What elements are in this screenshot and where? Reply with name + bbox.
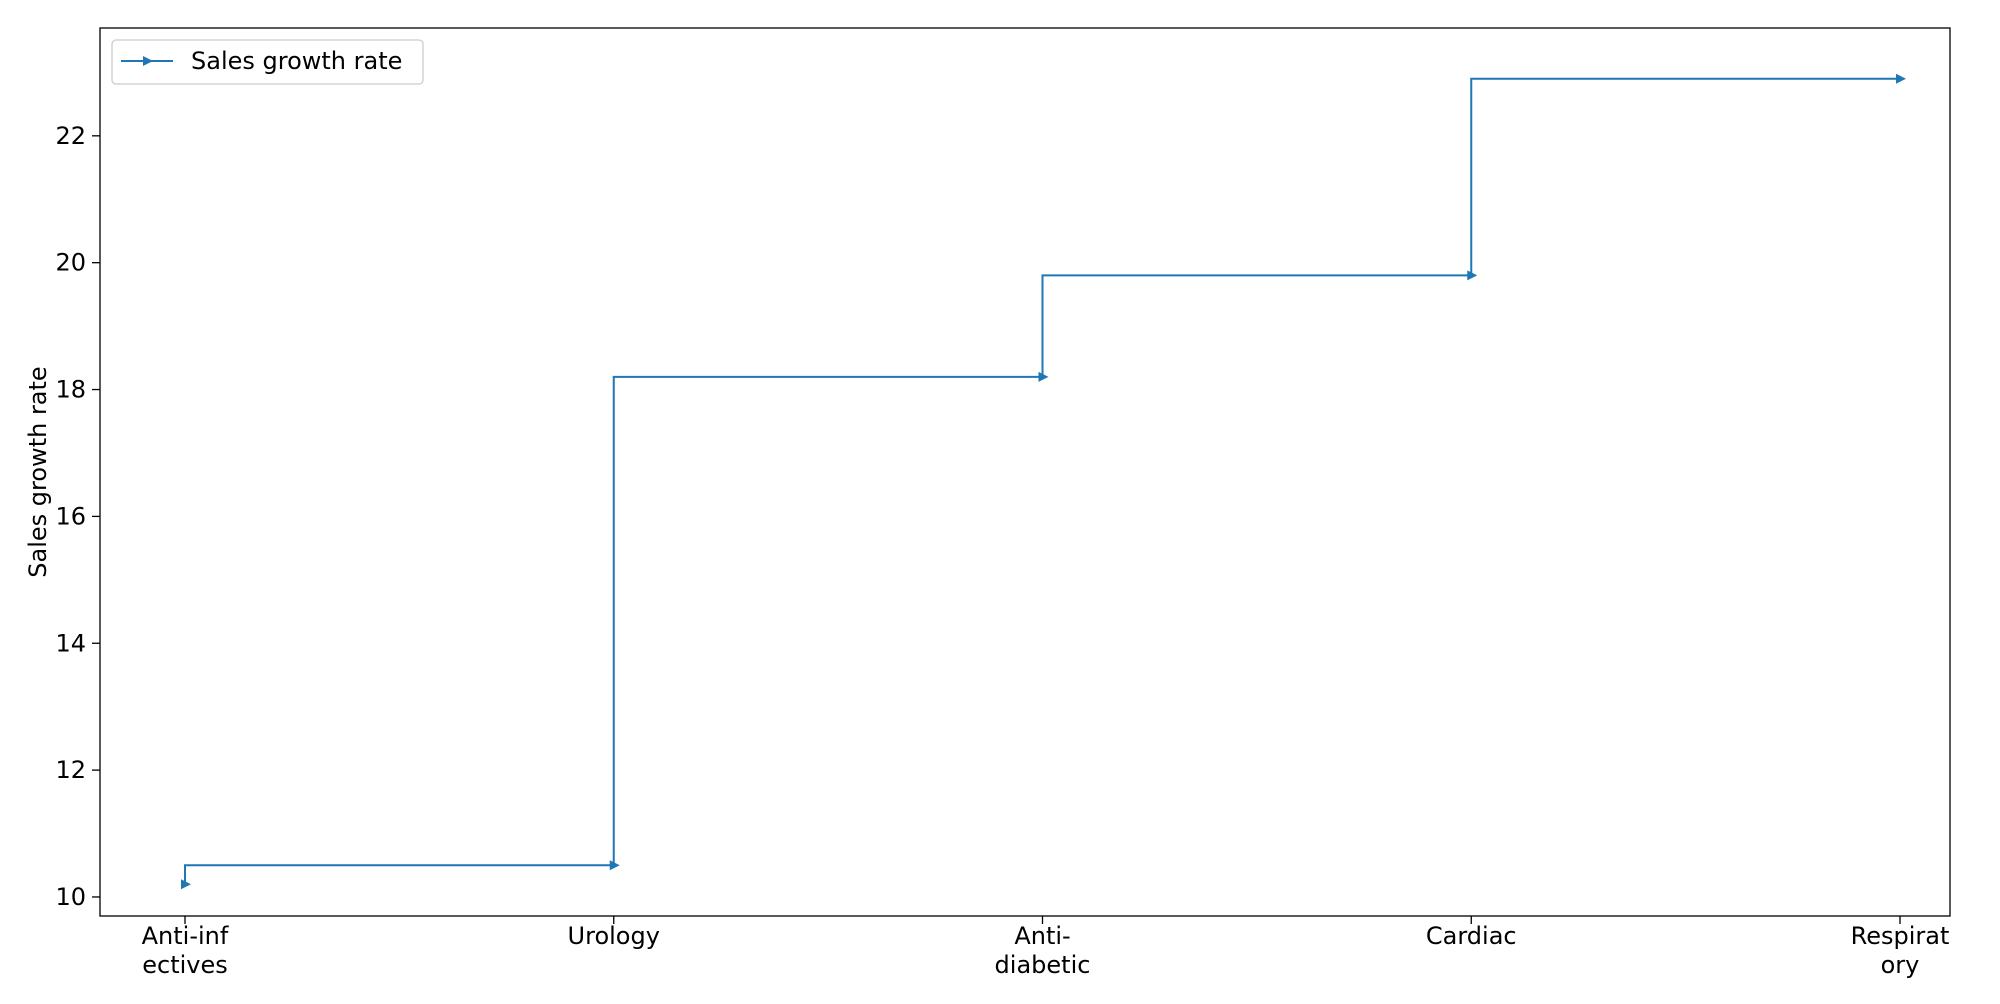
legend-label: Sales growth rate — [191, 47, 402, 75]
y-tick-label: 10 — [55, 883, 86, 911]
x-tick-label: Anti-inf ectives — [142, 922, 229, 979]
y-tick-label: 20 — [55, 249, 86, 277]
x-tick-label: Cardiac — [1426, 922, 1517, 950]
legend-box — [111, 39, 424, 85]
legend: Sales growth rate — [111, 39, 424, 85]
series-line — [184, 77, 1900, 885]
y-tick-label: 18 — [55, 376, 86, 404]
data-point — [609, 860, 620, 871]
data-point — [1467, 270, 1478, 281]
x-tick-label: Anti-diabetic — [995, 922, 1091, 979]
y-tick-label: 12 — [55, 756, 86, 784]
y-tick-label: 16 — [55, 502, 86, 530]
data-point — [181, 879, 191, 890]
y-tick-label: 22 — [55, 122, 86, 150]
legend-marker-swatch — [143, 56, 153, 66]
data-point — [1896, 73, 1906, 84]
plot-frame — [99, 27, 1951, 917]
x-tick-label: Respirat ory — [1851, 922, 1950, 979]
y-tick-label: 14 — [55, 629, 86, 657]
y-axis-label: Sales growth rate — [24, 366, 52, 577]
data-point — [1038, 371, 1049, 382]
x-tick-label: Urology — [568, 922, 660, 950]
